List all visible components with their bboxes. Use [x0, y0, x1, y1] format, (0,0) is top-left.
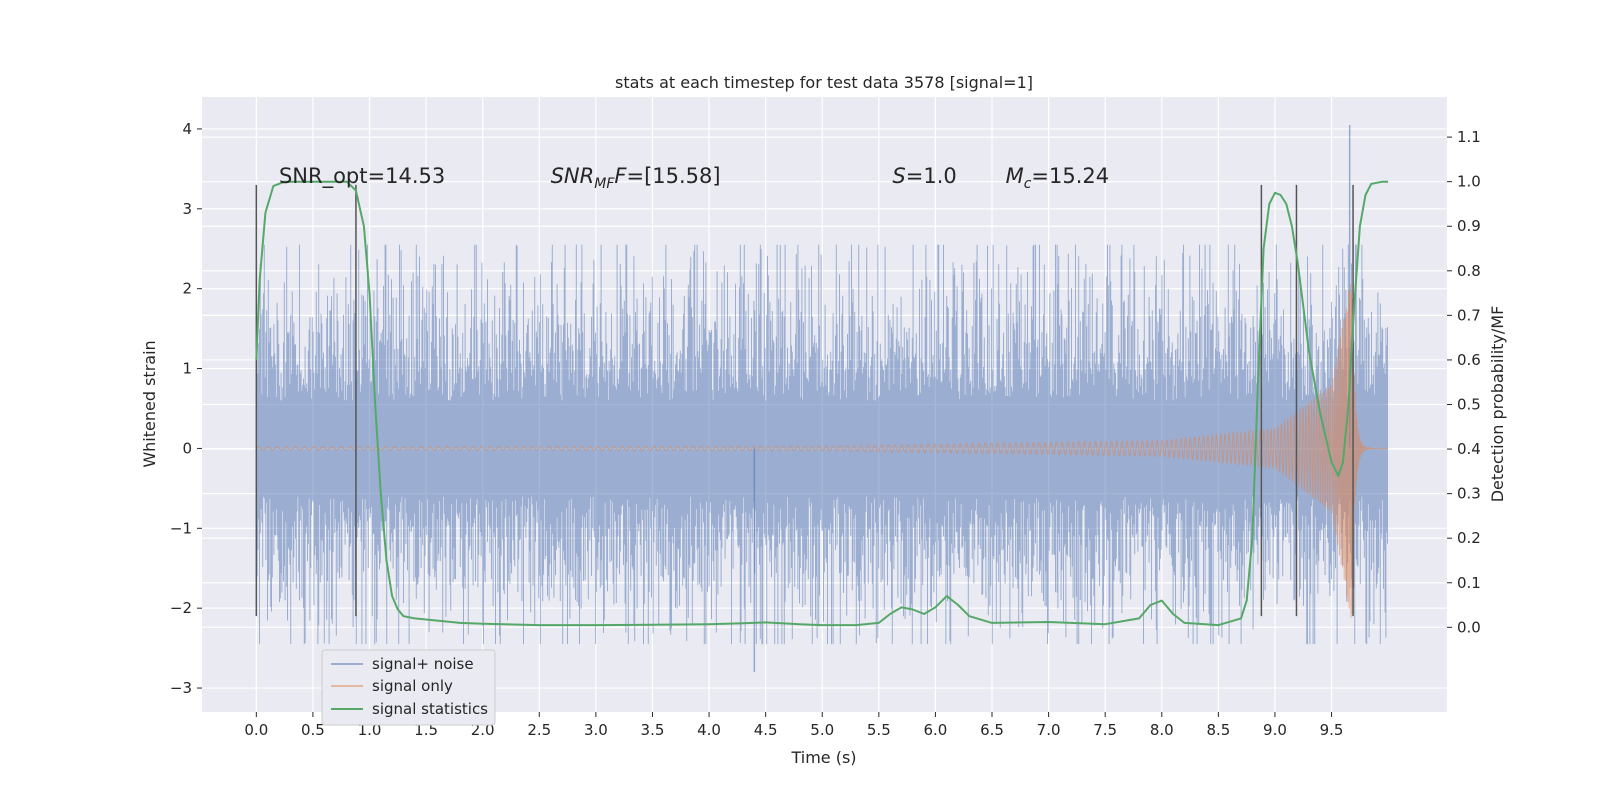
y2-tick-label: 0.3 — [1457, 485, 1481, 503]
annotations: SNR_opt=14.53 SNRMFF=[15.58] S=1.0 Mc=15.24 — [279, 164, 1109, 192]
y2-tick-label: 0.4 — [1457, 440, 1481, 458]
y2-tick-label: 0.9 — [1457, 217, 1481, 235]
chart-title: stats at each timestep for test data 357… — [615, 73, 1033, 92]
x-tick-label: 0.0 — [244, 721, 268, 739]
legend-label-noise: signal+ noise — [372, 655, 474, 673]
legend-label-stats: signal statistics — [372, 700, 488, 718]
y-tick-label: 1 — [182, 360, 192, 378]
annotation-2: S=1.0 — [892, 164, 956, 188]
stats-line — [255, 180, 1389, 627]
x-tick-label: 7.0 — [1037, 721, 1061, 739]
y2-tick-label: 0.7 — [1457, 306, 1481, 324]
y2-tick-label: 0.8 — [1457, 262, 1481, 280]
y2-tick-label: 1.0 — [1457, 173, 1481, 191]
y-tick-label: 0 — [182, 439, 192, 457]
x-tick-label: 0.5 — [301, 721, 325, 739]
legend: signal+ noise signal only signal statist… — [321, 649, 496, 726]
x-tick-label: 7.5 — [1093, 721, 1117, 739]
y-tick-label: 2 — [182, 280, 192, 298]
x-tick-label: 3.0 — [584, 721, 608, 739]
y-tick-label: −2 — [170, 599, 192, 617]
annotation-1: SNRMFF=[15.58] — [551, 164, 721, 192]
x-tick-label: 6.0 — [923, 721, 947, 739]
x-tick-label: 8.5 — [1206, 721, 1230, 739]
x-tick-label: 9.0 — [1263, 721, 1287, 739]
y-tick-label: 3 — [182, 200, 192, 218]
x-tick-label: 4.0 — [697, 721, 721, 739]
stats-series — [255, 180, 1389, 627]
x-tick-label: 8.0 — [1150, 721, 1174, 739]
y-tick-label: 4 — [182, 120, 192, 138]
y2-axis-label: Detection probability/MF — [1488, 306, 1507, 503]
x-tick-label: 9.5 — [1320, 721, 1344, 739]
x-tick-label: 3.5 — [641, 721, 665, 739]
legend-box — [321, 649, 496, 726]
legend-label-signal: signal only — [372, 677, 453, 695]
y2-tick-label: 0.1 — [1457, 574, 1481, 592]
y2-tick-label: 0.5 — [1457, 396, 1481, 414]
y2-tick-label: 1.1 — [1457, 128, 1481, 146]
x-tick-label: 5.0 — [810, 721, 834, 739]
y-tick-label: −3 — [170, 679, 192, 697]
signal-series — [256, 284, 1388, 618]
y-axis-label: Whitened strain — [140, 340, 159, 467]
y-axis-ticks: −3 −2 −1 0 1 2 3 4 — [170, 120, 202, 697]
x-tick-label: 5.5 — [867, 721, 891, 739]
y-tick-label: −1 — [170, 519, 192, 537]
annotation-3: Mc=15.24 — [1006, 164, 1110, 192]
annotation-0: SNR_opt=14.53 — [279, 164, 445, 189]
y2-axis-ticks: 0.0 0.1 0.2 0.3 0.4 0.5 0.6 0.7 0.8 0.9 1.0 1.1 — [1447, 128, 1481, 636]
x-tick-label: 2.5 — [527, 721, 551, 739]
y2-tick-label: 0.0 — [1457, 618, 1481, 636]
x-axis-label: Time (s) — [790, 748, 856, 767]
x-tick-label: 6.5 — [980, 721, 1004, 739]
y2-tick-label: 0.6 — [1457, 351, 1481, 369]
x-axis-ticks: 0.0 0.5 1.0 1.5 2.0 2.5 3.0 3.5 4.0 4.5 5.0 5.5 6.0 6… — [244, 712, 1343, 739]
y2-tick-label: 0.2 — [1457, 529, 1481, 547]
x-tick-label: 4.5 — [754, 721, 778, 739]
signal-trace — [256, 284, 1388, 618]
